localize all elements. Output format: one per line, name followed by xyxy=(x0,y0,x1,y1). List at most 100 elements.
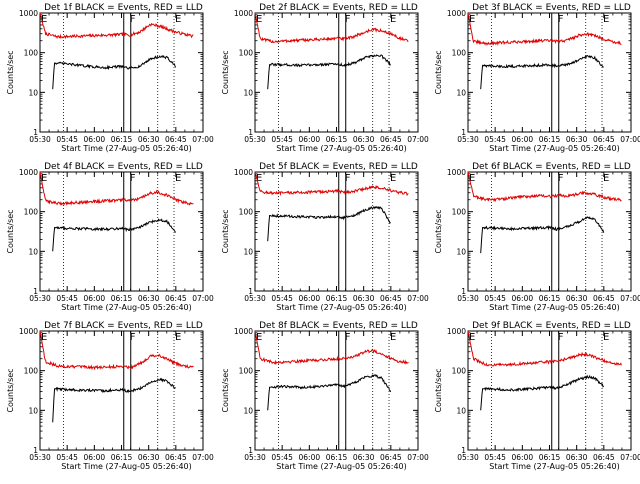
y-tick-label: 1000 xyxy=(234,9,253,18)
x-tick-label: 06:45 xyxy=(380,453,402,462)
y-tick-label: 100 xyxy=(24,49,39,58)
flag-label: F xyxy=(558,14,564,25)
x-tick-label: 05:30 xyxy=(457,453,479,462)
x-tick-label: 06:15 xyxy=(111,294,133,303)
y-tick-label: 100 xyxy=(452,367,467,376)
panel-det-3: Det 3f BLACK = Events, RED = LLD Counts/s… xyxy=(434,3,640,153)
x-tick-label: 07:00 xyxy=(192,453,214,462)
panel-det-2: Det 2f BLACK = Events, RED = LLD Counts/s… xyxy=(221,3,429,153)
y-tick-label: 1000 xyxy=(447,9,466,18)
flag-label: E xyxy=(175,14,181,25)
y-axis-label: Counts/sec xyxy=(434,209,443,253)
series-events-line xyxy=(267,374,392,411)
x-tick-label: 06:30 xyxy=(353,453,375,462)
panel-title: Det 4f BLACK = Events, RED = LLD xyxy=(44,162,203,172)
flag-label: E xyxy=(603,173,609,184)
flag-label: E xyxy=(175,173,181,184)
flag-band xyxy=(551,171,560,292)
series-events-line xyxy=(52,377,176,423)
x-axis-label: Start Time (27-Aug-05 05:26:40) xyxy=(489,462,620,471)
flag-label: E xyxy=(256,173,262,184)
y-tick-label: 100 xyxy=(239,49,254,58)
x-tick-label: 06:45 xyxy=(380,294,402,303)
x-tick-label: 06:00 xyxy=(512,135,534,144)
flag-label: F xyxy=(130,173,136,184)
flag-band xyxy=(551,330,560,451)
flag-label: F xyxy=(130,332,136,343)
plot-frame xyxy=(467,330,632,451)
flag-label: E xyxy=(256,332,262,343)
flag-label: E xyxy=(469,332,475,343)
series-lld-line xyxy=(39,171,194,206)
flag-label: F xyxy=(130,14,136,25)
x-tick-label: 06:00 xyxy=(512,294,534,303)
series-events-line xyxy=(52,218,177,252)
x-tick-label: 06:15 xyxy=(539,135,561,144)
x-tick-label: 06:30 xyxy=(138,135,160,144)
x-tick-label: 05:45 xyxy=(484,294,506,303)
panel-title: Det 6f BLACK = Events, RED = LLD xyxy=(472,162,631,172)
x-tick-label: 06:00 xyxy=(299,135,321,144)
y-tick-label: 100 xyxy=(239,208,254,217)
x-tick-label: 05:30 xyxy=(457,294,479,303)
y-tick-label: 1000 xyxy=(447,327,466,336)
flag-band xyxy=(338,171,347,292)
y-tick-label: 10 xyxy=(28,88,38,97)
y-tick-label: 1 xyxy=(461,128,466,137)
series-events-line xyxy=(480,55,604,90)
flag-label: E xyxy=(256,14,262,25)
series-events-line xyxy=(267,54,391,90)
plot-frame xyxy=(39,171,204,292)
y-tick-label: 10 xyxy=(456,88,466,97)
x-tick-label: 07:00 xyxy=(192,135,214,144)
x-tick-label: 06:15 xyxy=(111,453,133,462)
panel-title: Det 2f BLACK = Events, RED = LLD xyxy=(259,3,418,13)
panel-title: Det 3f BLACK = Events, RED = LLD xyxy=(472,3,631,13)
x-axis-label: Start Time (27-Aug-05 05:26:40) xyxy=(276,462,407,471)
flag-label: F xyxy=(345,14,351,25)
series-events-line xyxy=(480,216,605,254)
plot-frame xyxy=(39,330,204,451)
flag-label: E xyxy=(390,173,396,184)
x-tick-label: 05:30 xyxy=(457,135,479,144)
x-tick-label: 07:00 xyxy=(192,294,214,303)
x-tick-label: 06:00 xyxy=(512,453,534,462)
series-lld-line xyxy=(254,12,409,44)
plot-frame xyxy=(467,12,632,133)
x-tick-label: 06:15 xyxy=(539,294,561,303)
y-tick-label: 1000 xyxy=(19,168,38,177)
series-lld-line xyxy=(254,330,409,366)
y-tick-label: 1000 xyxy=(234,168,253,177)
x-tick-label: 06:30 xyxy=(566,294,588,303)
series-events-line xyxy=(52,55,177,90)
x-tick-label: 05:45 xyxy=(271,294,293,303)
x-axis-label: Start Time (27-Aug-05 05:26:40) xyxy=(276,144,407,153)
y-axis-label: Counts/sec xyxy=(434,368,443,412)
x-tick-label: 05:45 xyxy=(484,453,506,462)
x-axis-label: Start Time (27-Aug-05 05:26:40) xyxy=(61,144,192,153)
series-lld-line xyxy=(467,330,622,368)
x-axis-label: Start Time (27-Aug-05 05:26:40) xyxy=(489,303,620,312)
x-tick-label: 05:45 xyxy=(484,135,506,144)
x-tick-label: 05:45 xyxy=(56,135,78,144)
x-tick-label: 05:30 xyxy=(29,453,51,462)
y-tick-label: 1 xyxy=(33,128,38,137)
y-axis-label: Counts/sec xyxy=(221,50,230,94)
flag-band xyxy=(123,171,132,292)
x-tick-label: 06:30 xyxy=(566,135,588,144)
y-tick-label: 100 xyxy=(452,49,467,58)
series-lld-line xyxy=(467,12,622,46)
x-tick-label: 06:45 xyxy=(593,135,615,144)
x-tick-label: 05:45 xyxy=(271,135,293,144)
y-tick-label: 1 xyxy=(248,287,253,296)
series-events-line xyxy=(480,374,605,411)
x-tick-label: 06:30 xyxy=(138,453,160,462)
y-axis-label: Counts/sec xyxy=(221,368,230,412)
series-lld-line xyxy=(467,171,622,203)
y-tick-label: 1 xyxy=(248,128,253,137)
flag-label: E xyxy=(41,14,47,25)
flag-label: E xyxy=(41,332,47,343)
x-tick-label: 07:00 xyxy=(620,453,640,462)
